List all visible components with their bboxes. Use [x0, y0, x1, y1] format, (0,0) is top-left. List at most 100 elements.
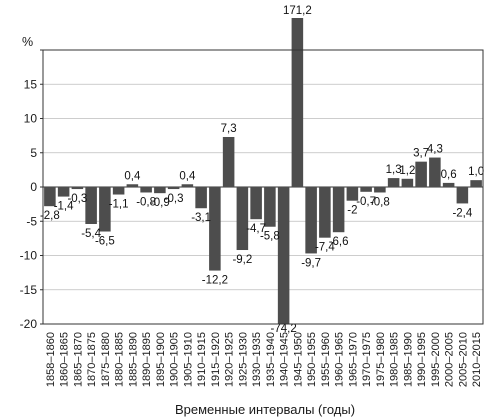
x-category-label: 1890–1895 — [141, 332, 153, 387]
x-category-label: 1990–1995 — [416, 332, 428, 387]
data-label: -5,8 — [260, 231, 280, 243]
data-label: -6,6 — [329, 236, 349, 248]
data-label: -9,2 — [232, 254, 252, 266]
x-category-label: 1915–1920 — [210, 332, 222, 387]
y-tick-label: -15 — [20, 283, 38, 297]
data-label: 1,2 — [399, 165, 415, 177]
data-label: -0,9 — [150, 197, 170, 209]
data-label: -12,2 — [202, 275, 228, 287]
x-category-label: 1945–1950 — [292, 332, 304, 387]
y-tick-label: -20 — [20, 317, 38, 331]
x-category-label: 1880–1885 — [114, 332, 126, 387]
bar — [305, 187, 317, 254]
bar — [57, 187, 70, 197]
bar — [236, 187, 249, 251]
data-label: -1,4 — [54, 201, 74, 213]
x-category-label: 1955–1960 — [320, 332, 332, 387]
bar — [346, 187, 359, 201]
data-label: -2 — [347, 205, 357, 217]
bar — [71, 187, 84, 190]
x-category-label: 2000–2005 — [444, 332, 456, 387]
x-category-label: 1960–1965 — [334, 332, 346, 387]
data-label: 4,3 — [427, 144, 443, 156]
bar — [195, 187, 207, 209]
data-label: -2,8 — [40, 210, 60, 222]
data-label: -6,5 — [95, 236, 115, 248]
x-category-label: 1910–1915 — [196, 332, 208, 387]
x-category-label: 1950–1955 — [306, 332, 318, 387]
data-label: 1,0 — [468, 166, 484, 178]
x-category-label: 1935–1940 — [265, 332, 277, 387]
x-category-label: 1865–1870 — [72, 332, 84, 387]
x-category-label: 1970–1975 — [361, 332, 373, 387]
bar — [360, 187, 372, 192]
x-category-label: 1870–1875 — [86, 332, 98, 387]
x-category-label: 1920–1925 — [224, 332, 236, 387]
x-category-label: 1925–1930 — [237, 332, 249, 387]
x-axis-categories: 1858–1860 1860–1865 1865–1870 1870–1875 1875… — [45, 332, 483, 387]
bar — [401, 178, 414, 187]
bar — [470, 180, 482, 187]
data-label: -4,7 — [246, 223, 266, 235]
x-category-label: 2005–2010 — [457, 332, 469, 387]
y-axis-unit-label: % — [22, 35, 33, 49]
bar — [44, 187, 56, 207]
data-label: -0,3 — [164, 193, 184, 205]
data-label: 3,7 — [413, 148, 429, 160]
x-category-label: 1930–1935 — [251, 332, 263, 387]
data-label: -5,4 — [81, 228, 101, 240]
bar — [291, 50, 304, 187]
bar — [415, 161, 427, 187]
data-label: -0,3 — [67, 193, 87, 205]
data-label: 0,4 — [124, 170, 141, 182]
data-label: -7,4 — [315, 242, 335, 254]
bar — [250, 187, 262, 220]
bar — [456, 187, 469, 204]
x-category-label: 1895–1900 — [155, 332, 167, 387]
data-label: -3,1 — [191, 212, 211, 224]
data-label: -74,2 — [271, 323, 297, 335]
x-category-label: 2010–2015 — [471, 332, 483, 387]
y-tick-label: 10 — [24, 112, 38, 126]
bar — [140, 187, 152, 193]
data-label: 7,3 — [221, 123, 237, 135]
y-tick-label: -10 — [20, 249, 38, 263]
bar — [387, 178, 400, 187]
x-category-label: 1905–1910 — [182, 332, 194, 387]
bar — [85, 187, 97, 224]
y-axis-ticks: -20 -15 -10 -5 0 5 10 15 — [20, 49, 43, 331]
y-tick-label: 15 — [24, 77, 38, 91]
x-category-label: 1980–1985 — [389, 332, 401, 387]
data-label: -0,7 — [356, 196, 376, 208]
bar — [374, 187, 386, 193]
bar — [442, 182, 455, 187]
bar — [154, 187, 166, 194]
data-label: 0,6 — [441, 169, 457, 181]
bar — [99, 187, 111, 232]
x-category-label: 1900–1905 — [169, 332, 181, 387]
data-label: -2,4 — [452, 207, 472, 219]
data-label: -1,1 — [109, 199, 129, 211]
bar-overflow — [291, 18, 304, 50]
data-label: 171,2 — [283, 5, 312, 17]
y-tick-label: 0 — [30, 180, 37, 194]
bar — [181, 184, 194, 187]
x-category-label: 1995–2000 — [430, 332, 442, 387]
bar — [332, 187, 345, 233]
x-category-label: 1965–1970 — [347, 332, 359, 387]
bar — [277, 187, 290, 324]
bar — [319, 187, 331, 238]
plot-frame — [42, 49, 484, 325]
bars — [44, 18, 482, 324]
bar — [167, 187, 180, 190]
bar — [209, 187, 221, 271]
x-category-label: 1860–1865 — [59, 332, 71, 387]
data-label: 1,3 — [386, 164, 402, 176]
data-label: -0,8 — [370, 196, 390, 208]
data-labels: -2,8-1,4-0,3-5,4-6,5-1,10,4-0,8-0,9-0,30… — [40, 5, 484, 335]
data-label: -9,7 — [301, 257, 321, 269]
bar — [126, 184, 139, 187]
data-label: -0,8 — [136, 196, 156, 208]
x-category-label: 1885–1890 — [127, 332, 139, 387]
